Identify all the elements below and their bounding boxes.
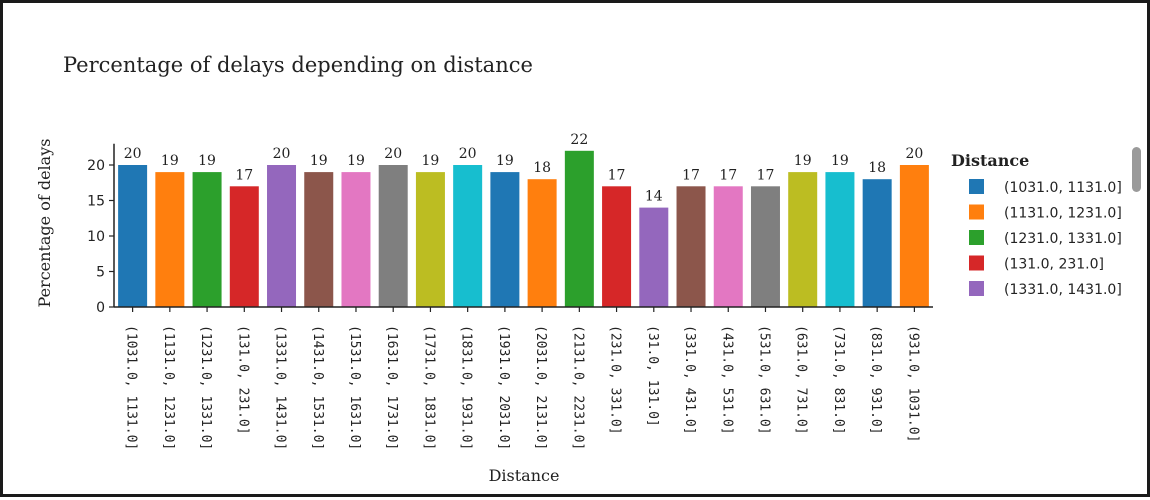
chart-title: Percentage of delays depending on distan… <box>63 53 533 77</box>
bar[interactable] <box>750 186 780 307</box>
x-tick-label: (2031.0, 2131.0] <box>533 325 548 450</box>
bar[interactable] <box>490 172 520 307</box>
legend-swatch <box>969 281 984 296</box>
x-tick-label: (1331.0, 1431.0] <box>273 325 288 450</box>
legend-entry-label: (1331.0, 1431.0] <box>1004 282 1122 298</box>
bar[interactable] <box>192 172 222 307</box>
x-tick-label: (231.0, 331.0] <box>608 325 623 435</box>
x-tick-label: (2131.0, 2231.0] <box>570 325 585 450</box>
bars: 20 19 19 17 20 19 19 20 19 20 19 18 22 17 14 17 17 17 19 19… <box>118 132 929 307</box>
x-tick-label: (1031.0, 1131.0] <box>124 325 139 450</box>
x-tick-label: (1531.0, 1631.0] <box>347 325 362 450</box>
bar-value-label: 20 <box>124 146 142 162</box>
y-tick-label: 20 <box>87 158 105 174</box>
bar[interactable] <box>527 179 557 307</box>
bar[interactable] <box>825 172 855 307</box>
bar[interactable] <box>602 186 632 307</box>
x-axis-title: Distance <box>489 466 560 485</box>
legend-entry-label: (1231.0, 1331.0] <box>1004 231 1122 247</box>
bar[interactable] <box>639 207 669 307</box>
bar-value-label: 20 <box>905 146 923 162</box>
bar[interactable] <box>267 165 297 307</box>
x-tick-label: (1931.0, 2031.0] <box>496 325 511 450</box>
bar-value-label: 22 <box>570 132 588 148</box>
bar-value-label: 19 <box>496 153 514 169</box>
bar[interactable] <box>341 172 371 307</box>
x-tick-label: (1431.0, 1531.0] <box>310 325 325 450</box>
bar-value-label: 19 <box>198 153 216 169</box>
x-tick-label: (831.0, 931.0] <box>868 325 883 435</box>
legend-title: Distance <box>951 151 1029 170</box>
legend-swatch <box>969 179 984 194</box>
bar[interactable] <box>118 165 148 307</box>
bar-value-label: 19 <box>831 153 849 169</box>
y-axis: 0 5 10 15 20 <box>87 143 115 316</box>
legend-swatch <box>969 230 984 245</box>
x-tick-label: (331.0, 431.0] <box>682 325 697 435</box>
x-tick-label: (1231.0, 1331.0] <box>198 325 213 450</box>
x-tick-label: (1131.0, 1231.0] <box>161 325 176 450</box>
x-tick-label: (31.0, 131.0] <box>645 325 660 427</box>
bar-value-label: 14 <box>645 189 663 205</box>
bar-value-label: 17 <box>719 167 737 183</box>
x-tick-label: (431.0, 531.0] <box>719 325 734 435</box>
legend-entry-label: (131.0, 231.0] <box>1004 257 1104 273</box>
bar[interactable] <box>788 172 818 307</box>
legend-swatch <box>969 204 984 220</box>
legend-entry-label: (1131.0, 1231.0] <box>1004 206 1122 222</box>
legend: Distance (1031.0, 1131.0] (1131.0, 1231.0… <box>951 151 1122 298</box>
x-tick-label: (1831.0, 1931.0] <box>459 325 474 450</box>
x-tick-label: (531.0, 631.0] <box>756 325 771 435</box>
bar-value-label: 18 <box>533 160 551 176</box>
bar-value-label: 19 <box>347 153 365 169</box>
bar[interactable] <box>378 165 408 307</box>
x-axis: (1031.0, 1131.0] (1131.0, 1231.0] (1231.0,… <box>114 306 933 450</box>
y-tick-label: 5 <box>96 265 105 281</box>
legend-swatch <box>969 255 984 271</box>
bar-value-label: 20 <box>459 146 477 162</box>
bar-value-label: 17 <box>608 167 626 183</box>
x-tick-label: (1731.0, 1831.0] <box>421 325 436 450</box>
bar-value-label: 17 <box>682 167 700 183</box>
y-tick-label: 0 <box>96 300 105 316</box>
legend-scrollbar[interactable] <box>1132 147 1141 192</box>
y-axis-title: Percentage of delays <box>35 139 54 308</box>
bar[interactable] <box>304 172 334 307</box>
bar[interactable] <box>899 165 929 307</box>
bar[interactable] <box>713 186 743 307</box>
y-tick-label: 10 <box>87 229 105 245</box>
bar-value-label: 20 <box>384 146 402 162</box>
bar[interactable] <box>155 172 185 307</box>
bar-value-label: 17 <box>757 167 775 183</box>
bar-value-label: 19 <box>310 153 328 169</box>
bar-value-label: 18 <box>868 160 886 176</box>
x-tick-label: (731.0, 831.0] <box>831 325 846 435</box>
x-tick-label: (131.0, 231.0] <box>235 325 250 435</box>
bar-value-label: 19 <box>422 153 440 169</box>
bar-chart: 0 5 10 15 20 20 19 19 17 20 19 19 20 19 20 19 18 22 17 14 1… <box>35 132 1122 485</box>
bar-value-label: 19 <box>161 153 179 169</box>
legend-entry-label: (1031.0, 1131.0] <box>1004 180 1122 196</box>
bar[interactable] <box>862 179 892 307</box>
bar[interactable] <box>415 172 445 307</box>
x-tick-label: (631.0, 731.0] <box>794 325 809 435</box>
bar[interactable] <box>676 186 706 307</box>
y-tick-label: 15 <box>87 194 105 210</box>
bar[interactable] <box>453 165 483 307</box>
bar-value-label: 19 <box>794 153 812 169</box>
bar[interactable] <box>229 186 259 307</box>
bar-value-label: 17 <box>235 167 253 183</box>
bar-value-label: 20 <box>273 146 291 162</box>
x-tick-label: (931.0, 1031.0] <box>905 325 920 442</box>
x-tick-label: (1631.0, 1731.0] <box>384 325 399 450</box>
bar[interactable] <box>564 150 594 307</box>
